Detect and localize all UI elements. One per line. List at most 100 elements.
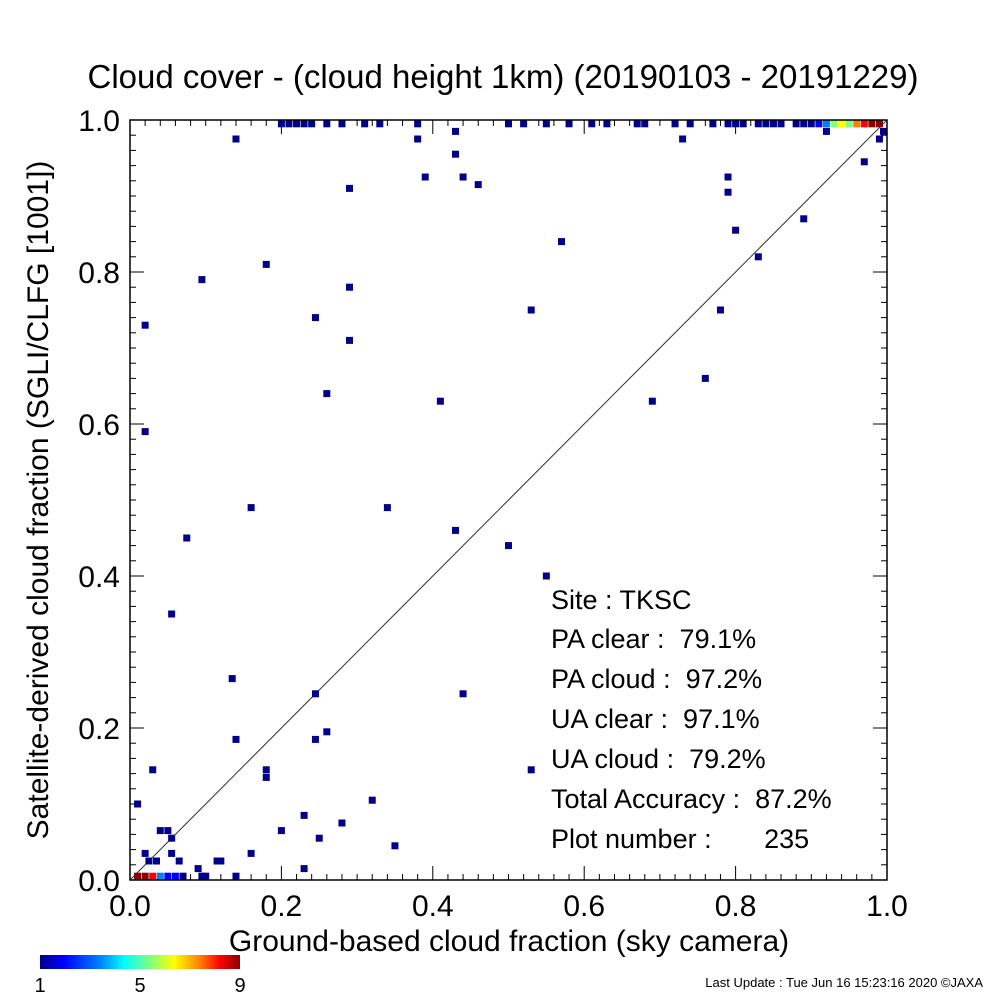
data-point [724,173,732,181]
data-point [588,120,596,128]
data-point [565,120,573,128]
y-tick-labels: 0.0 0.2 0.4 0.6 0.8 1.0 [78,105,120,898]
data-point [323,120,331,128]
data-point [739,120,747,128]
data-point [875,120,883,128]
x-tick-label: 1.0 [866,890,908,923]
data-point [175,857,183,865]
data-point [311,735,319,743]
data-point [641,120,649,128]
colorbar-gradient [40,955,240,969]
last-update-text: Last Update : Tue Jun 16 15:23:16 2020 ©… [705,975,983,990]
data-point [164,872,172,880]
data-point [232,872,240,880]
data-point [542,572,550,580]
data-point [709,120,717,128]
data-point [228,675,236,683]
data-point [436,397,444,405]
data-point [361,120,369,128]
x-tick-labels: 0.0 0.2 0.4 0.6 0.8 1.0 [109,890,908,923]
data-point [198,276,206,284]
data-point [822,120,830,128]
data-point [156,827,164,835]
stat-plot-number: Plot number : 235 [551,824,809,854]
colorbar: 1 5 9 [34,955,246,997]
y-tick-label: 0.8 [78,257,120,290]
colorbar-min-label: 1 [34,975,45,997]
data-point [679,135,687,143]
data-point [838,120,846,128]
data-point [300,865,308,873]
data-point [277,827,285,835]
data-point [769,120,777,128]
data-point [724,188,732,196]
data-point [527,306,535,314]
data-point [732,120,740,128]
data-point [686,120,694,128]
data-point [232,135,240,143]
stat-ua-cloud: UA cloud : 79.2% [551,744,766,774]
data-point [198,872,206,880]
data-point [830,120,838,128]
data-point [311,314,319,322]
data-point [414,120,422,128]
data-point [754,120,762,128]
data-point [648,397,656,405]
data-point [807,120,815,128]
x-tick-label: 0.6 [563,890,605,923]
data-point [300,811,308,819]
data-point [724,120,732,128]
data-point [505,542,512,550]
data-point [293,120,301,128]
data-point [262,766,270,774]
data-point [822,127,830,135]
data-point [213,857,221,865]
data-point [391,842,399,850]
data-point [168,834,176,842]
data-point [149,766,157,774]
data-point [141,428,149,436]
data-point [183,534,191,542]
data-point [815,120,823,128]
data-point [217,857,225,865]
data-point [202,872,210,880]
stat-pa-clear: PA clear : 79.1% [551,624,756,654]
data-point [732,226,740,234]
data-point [141,849,149,857]
data-point [800,215,808,223]
data-point [338,120,346,128]
data-point [277,120,285,128]
data-point [134,872,142,880]
y-tick-label: 1.0 [78,105,120,138]
stat-total-accuracy: Total Accuracy : 87.2% [551,784,832,814]
data-point [346,283,354,291]
data-point [459,173,467,181]
data-point [156,872,164,880]
data-point [421,173,429,181]
data-point [149,872,157,880]
data-point [368,796,376,804]
data-point [633,120,641,128]
y-axis-label: Satellite-derived cloud fraction (SGLI/C… [22,161,55,840]
data-point [232,735,240,743]
data-point [247,504,255,512]
data-point [527,766,535,774]
colorbar-max-label: 9 [234,975,245,997]
data-point [860,120,868,128]
colorbar-mid-label: 5 [134,975,145,997]
data-point [179,872,187,880]
plot-frame [129,119,888,881]
data-point [262,773,270,781]
data-point [414,135,422,143]
x-axis-label: Ground-based cloud fraction (sky camera) [229,925,789,958]
data-point [338,819,346,827]
data-point [164,827,172,835]
data-point [376,120,384,128]
data-point [323,390,331,398]
data-point [505,120,512,128]
data-point [171,872,179,880]
stat-ua-clear: UA clear : 97.1% [551,704,760,734]
data-point [168,610,176,618]
data-point [880,127,887,135]
data-point [701,374,709,382]
